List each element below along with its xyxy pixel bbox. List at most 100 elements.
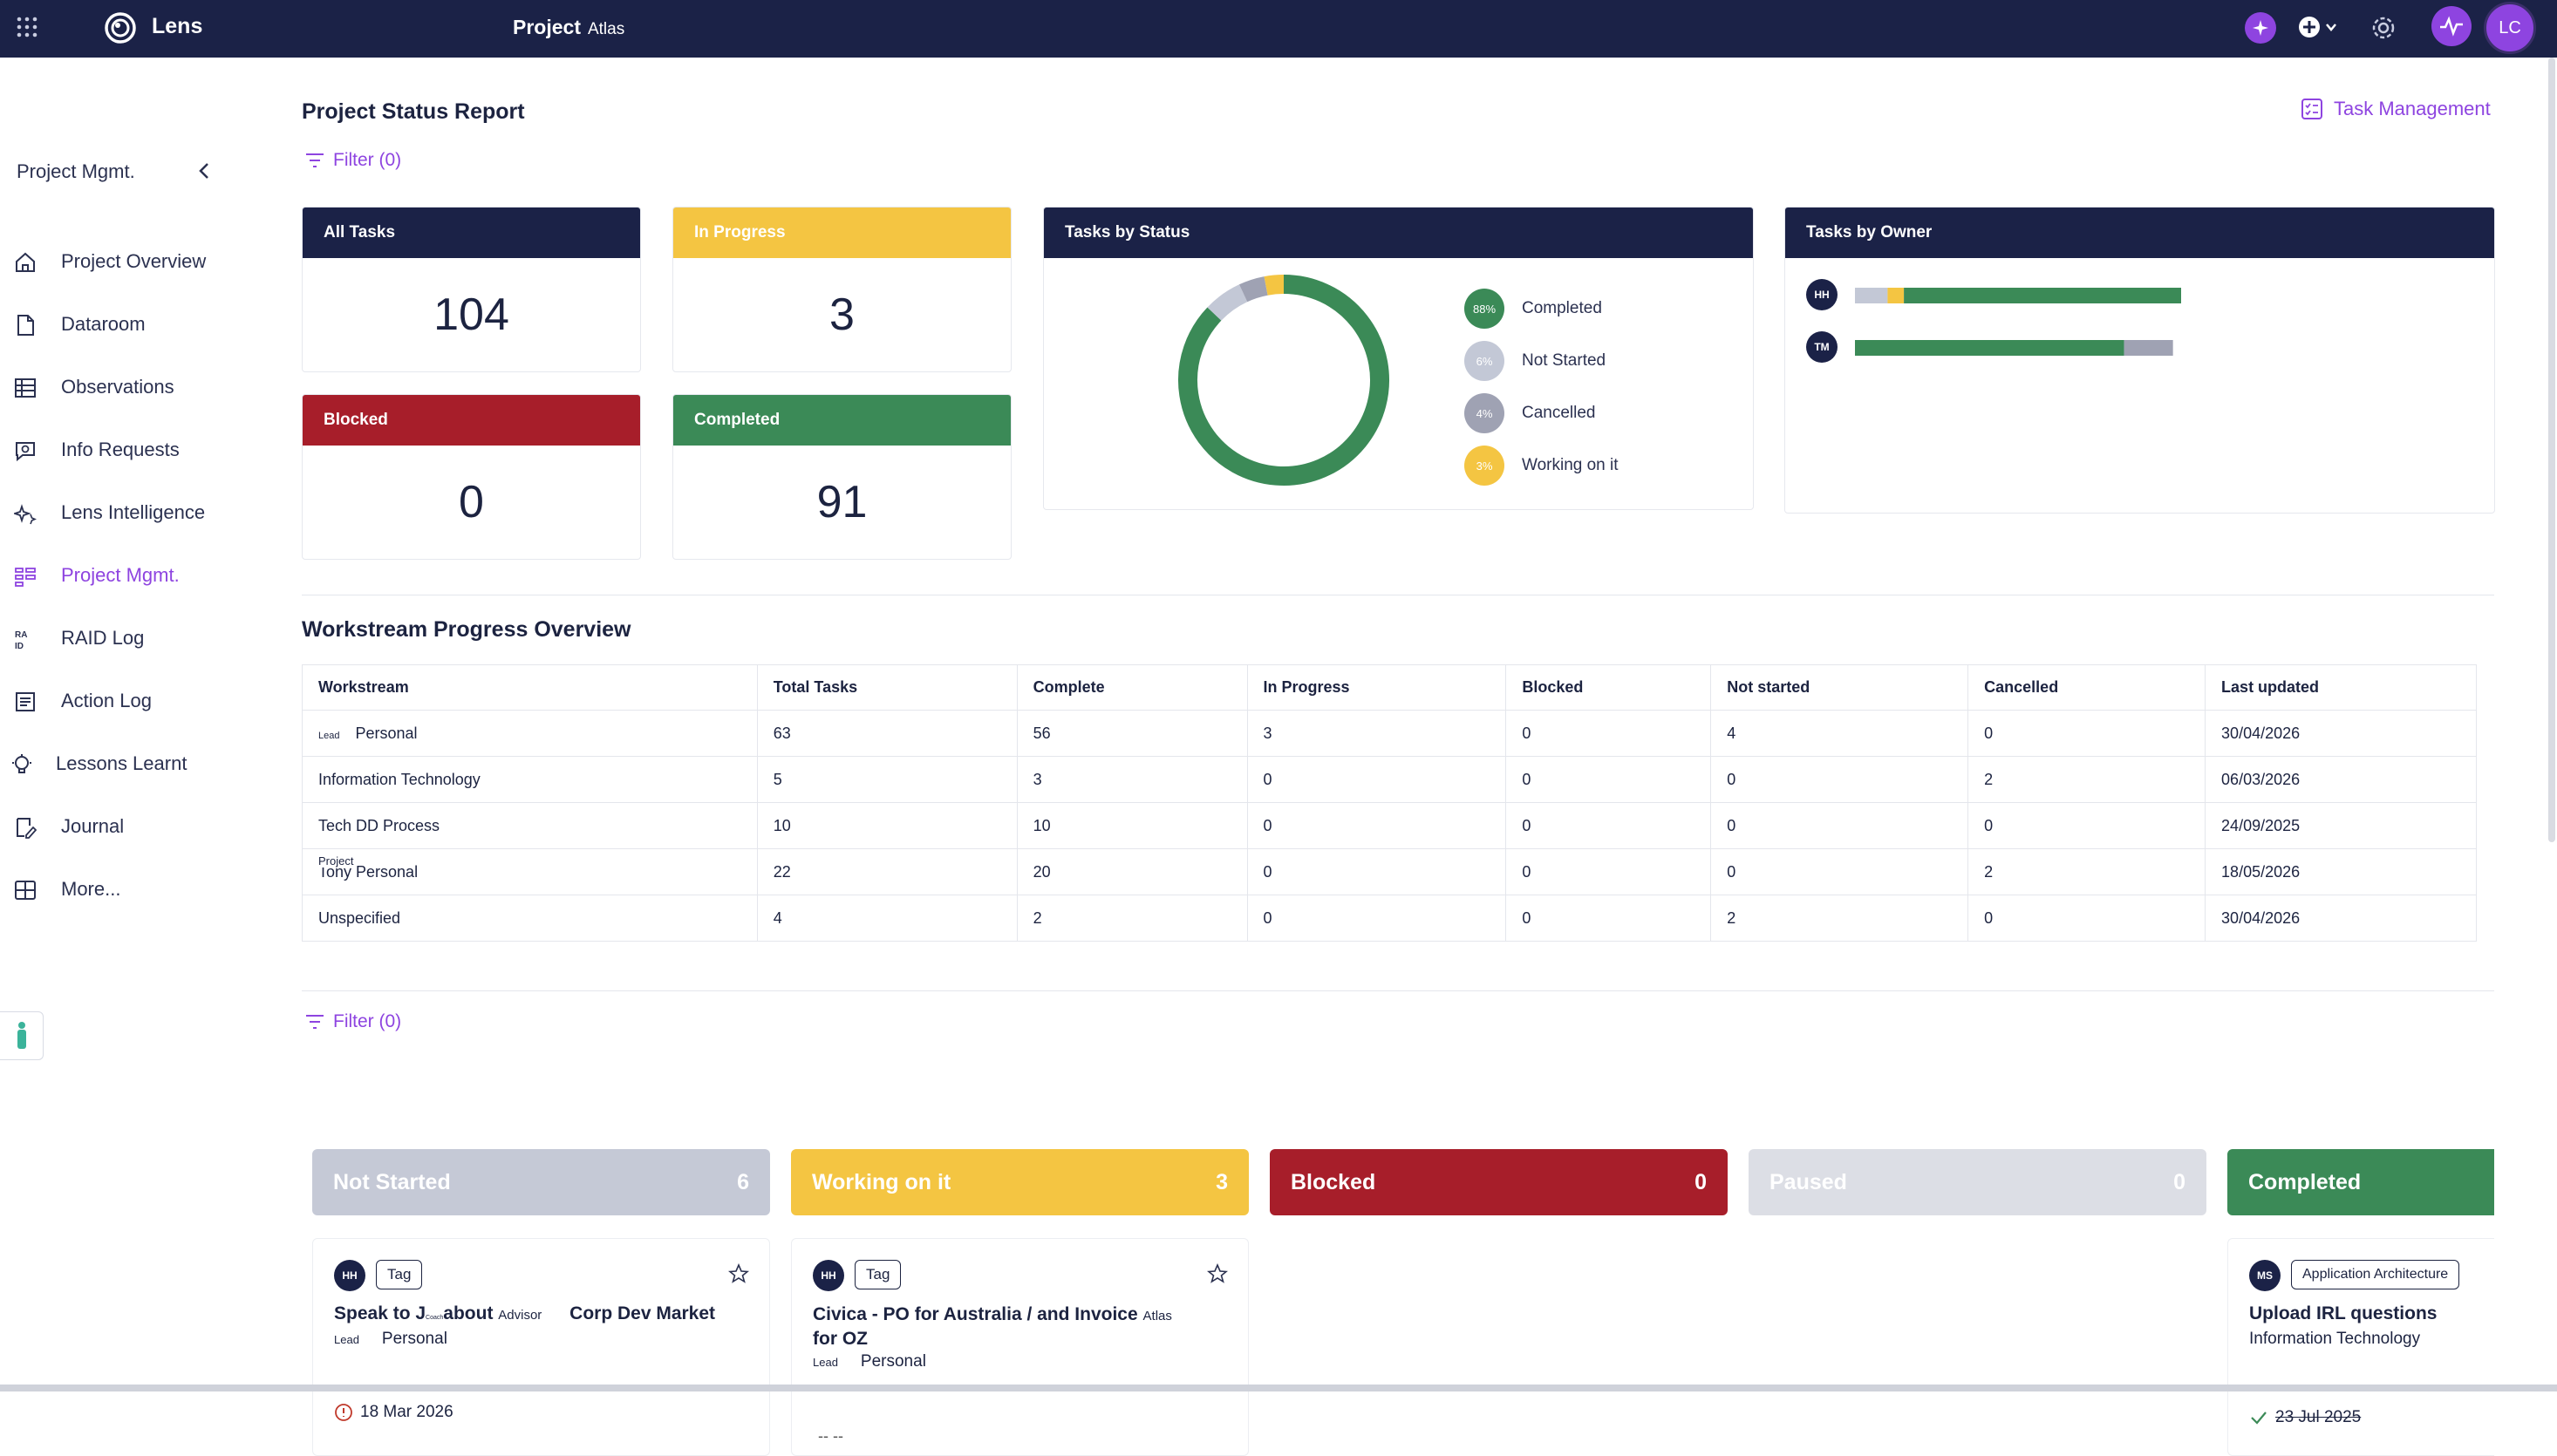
user-avatar[interactable]: LC bbox=[2484, 2, 2536, 54]
chart-title: Tasks by Status bbox=[1044, 208, 1753, 258]
horizontal-scrollbar[interactable] bbox=[0, 1385, 2557, 1391]
document-icon bbox=[17, 315, 34, 336]
vertical-scrollbar[interactable] bbox=[2548, 58, 2555, 842]
stat-card-all-tasks[interactable]: All Tasks 104 bbox=[302, 207, 641, 372]
cell: 56 bbox=[1016, 710, 1248, 757]
title-small: Atlas bbox=[1142, 1309, 1172, 1323]
star-icon[interactable] bbox=[728, 1263, 749, 1284]
task-card[interactable]: HH Tag Speak to JCoachabout Advisor Corp… bbox=[312, 1238, 770, 1456]
title-small: Advisor bbox=[498, 1308, 542, 1323]
column-header[interactable]: Workstream bbox=[302, 664, 758, 711]
tasks-by-status-card: Tasks by Status 88% Completed 6% Not Sta… bbox=[1043, 207, 1754, 510]
task-tag[interactable]: Tag bbox=[376, 1260, 423, 1289]
board-filter-button[interactable]: Filter (0) bbox=[305, 1011, 401, 1032]
task-management-link[interactable]: Task Management bbox=[2301, 98, 2491, 120]
donut-slice-cancelled[interactable] bbox=[1238, 276, 1268, 303]
apps-grid-icon[interactable] bbox=[16, 16, 38, 38]
lightbulb-icon bbox=[12, 754, 31, 773]
column-header[interactable]: In Progress bbox=[1246, 664, 1507, 711]
settings-gear-icon[interactable] bbox=[2369, 14, 2397, 42]
board-column-not-started[interactable]: Not Started 6 bbox=[312, 1149, 770, 1215]
cell: 4 bbox=[756, 895, 1018, 942]
table-row[interactable]: Lead Personal 63 56 3 0 4 0 30/04/2026 bbox=[302, 710, 2477, 757]
cell: 0 bbox=[1710, 756, 1969, 803]
sidebar-item-observations[interactable]: Observations bbox=[0, 361, 262, 413]
cell: 2 bbox=[1967, 848, 2206, 895]
owner-role: Lead bbox=[813, 1356, 838, 1369]
owner-bar-tm-segment-2[interactable] bbox=[1855, 340, 2124, 356]
table-row[interactable]: Unspecified 4 2 0 0 2 0 30/04/2026 bbox=[302, 895, 2477, 942]
sidebar-item-info-requests[interactable]: Info Requests bbox=[0, 424, 262, 476]
stat-card-header: In Progress bbox=[673, 208, 1011, 258]
sidebar-item-lens-intelligence[interactable]: Lens Intelligence bbox=[0, 486, 262, 539]
cell: 0 bbox=[1710, 848, 1969, 895]
ai-assistant-icon[interactable] bbox=[2245, 12, 2276, 44]
page-title: Project Status Report bbox=[302, 99, 525, 124]
donut-slice-not-started[interactable] bbox=[1207, 284, 1248, 321]
column-header[interactable]: Blocked bbox=[1505, 664, 1712, 711]
add-menu-icon[interactable] bbox=[2297, 14, 2342, 40]
sidebar-item-label: Action Log bbox=[61, 690, 152, 711]
table-row[interactable]: Project Tony Personal 22 20 0 0 0 2 18/05… bbox=[302, 848, 2477, 895]
sidebar-item-lessons-learnt[interactable]: Lessons Learnt bbox=[0, 738, 262, 790]
sidebar-item-label: Lessons Learnt bbox=[56, 752, 188, 774]
legend-label: Working on it bbox=[1522, 456, 1619, 474]
sidebar-item-label: Info Requests bbox=[61, 439, 180, 460]
sidebar-item-more[interactable]: More... bbox=[0, 863, 262, 915]
sidebar-item-raid-log[interactable]: RA ID RAID Log bbox=[0, 612, 262, 664]
sidebar-item-dataroom[interactable]: Dataroom bbox=[0, 298, 262, 350]
sidebar-item-project-mgmt[interactable]: Project Mgmt. bbox=[0, 549, 262, 602]
stat-card-completed[interactable]: Completed 91 bbox=[672, 394, 1012, 560]
table-row[interactable]: Tech DD Process 10 10 0 0 0 0 24/09/2025 bbox=[302, 802, 2477, 849]
activity-pulse-icon[interactable] bbox=[2431, 6, 2472, 46]
task-card[interactable]: HH Tag Civica - PO for Australia / and I… bbox=[791, 1238, 1249, 1456]
task-owner: Lead Personal bbox=[813, 1352, 926, 1371]
cell: 5 bbox=[756, 756, 1018, 803]
stat-value: 104 bbox=[433, 289, 509, 340]
collapse-chevron-icon[interactable] bbox=[195, 160, 215, 181]
board-column-completed[interactable]: Completed bbox=[2227, 1149, 2494, 1215]
donut-slice-working-on-it[interactable] bbox=[1264, 275, 1285, 296]
column-header[interactable]: Complete bbox=[1016, 664, 1248, 711]
project-switcher[interactable]: Project Atlas bbox=[513, 16, 624, 39]
column-header[interactable]: Not started bbox=[1710, 664, 1969, 711]
owner-bar-hh-segment-1[interactable] bbox=[1887, 288, 1905, 303]
table-row[interactable]: Information Technology 5 3 0 0 0 2 06/03… bbox=[302, 756, 2477, 803]
board-column-working-on-it[interactable]: Working on it 3 bbox=[791, 1149, 1249, 1215]
workstream-cell: Project Tony Personal bbox=[302, 848, 758, 895]
feedback-person-icon bbox=[17, 1022, 26, 1049]
legend-badge: 6% bbox=[1464, 341, 1504, 381]
column-header[interactable]: Last updated bbox=[2205, 664, 2477, 711]
column-header[interactable]: Cancelled bbox=[1967, 664, 2206, 711]
stat-card-in-progress[interactable]: In Progress 3 bbox=[672, 207, 1012, 372]
due-date: 18 Mar 2026 bbox=[360, 1403, 453, 1421]
feedback-tab[interactable] bbox=[0, 1011, 44, 1060]
task-card[interactable]: MS Application Architecture Upload IRL q… bbox=[2227, 1238, 2494, 1456]
legend-item-completed: 88% Completed bbox=[1464, 282, 1619, 335]
stat-card-blocked[interactable]: Blocked 0 bbox=[302, 394, 641, 560]
sidebar-item-label: Journal bbox=[61, 815, 125, 837]
title-part: Speak to J bbox=[334, 1303, 426, 1323]
legend-item-working-on-it: 3% Working on it bbox=[1464, 439, 1619, 492]
app-name[interactable]: Lens bbox=[152, 14, 203, 38]
donut-slice-completed[interactable] bbox=[1178, 275, 1389, 486]
board-column-blocked[interactable]: Blocked 0 bbox=[1270, 1149, 1728, 1215]
star-icon[interactable] bbox=[1207, 1263, 1228, 1284]
column-header[interactable]: Total Tasks bbox=[756, 664, 1018, 711]
sidebar-item-project-overview[interactable]: Project Overview bbox=[0, 235, 262, 288]
filter-button[interactable]: Filter (0) bbox=[305, 150, 401, 171]
owner-bar-tm-segment-3[interactable] bbox=[2124, 340, 2173, 356]
sidebar-item-label: RAID Log bbox=[61, 627, 145, 649]
sidebar-item-action-log[interactable]: Action Log bbox=[0, 675, 262, 727]
task-tag[interactable]: Application Architecture bbox=[2291, 1260, 2460, 1289]
apps-icon bbox=[15, 881, 36, 900]
owner-bar-hh-segment-0[interactable] bbox=[1855, 288, 1888, 303]
sidebar-item-journal[interactable]: Journal bbox=[0, 800, 262, 853]
board-column-paused[interactable]: Paused 0 bbox=[1749, 1149, 2206, 1215]
lens-logo-icon[interactable] bbox=[103, 10, 138, 45]
status-legend: 88% Completed 6% Not Started 4% Cancelle… bbox=[1464, 282, 1619, 492]
task-tag[interactable]: Tag bbox=[855, 1260, 902, 1289]
cell: 10 bbox=[756, 802, 1018, 849]
title-part: Civica - PO for Australia / and Invoice bbox=[813, 1304, 1138, 1324]
owner-bar-hh-segment-2[interactable] bbox=[1904, 288, 2181, 303]
